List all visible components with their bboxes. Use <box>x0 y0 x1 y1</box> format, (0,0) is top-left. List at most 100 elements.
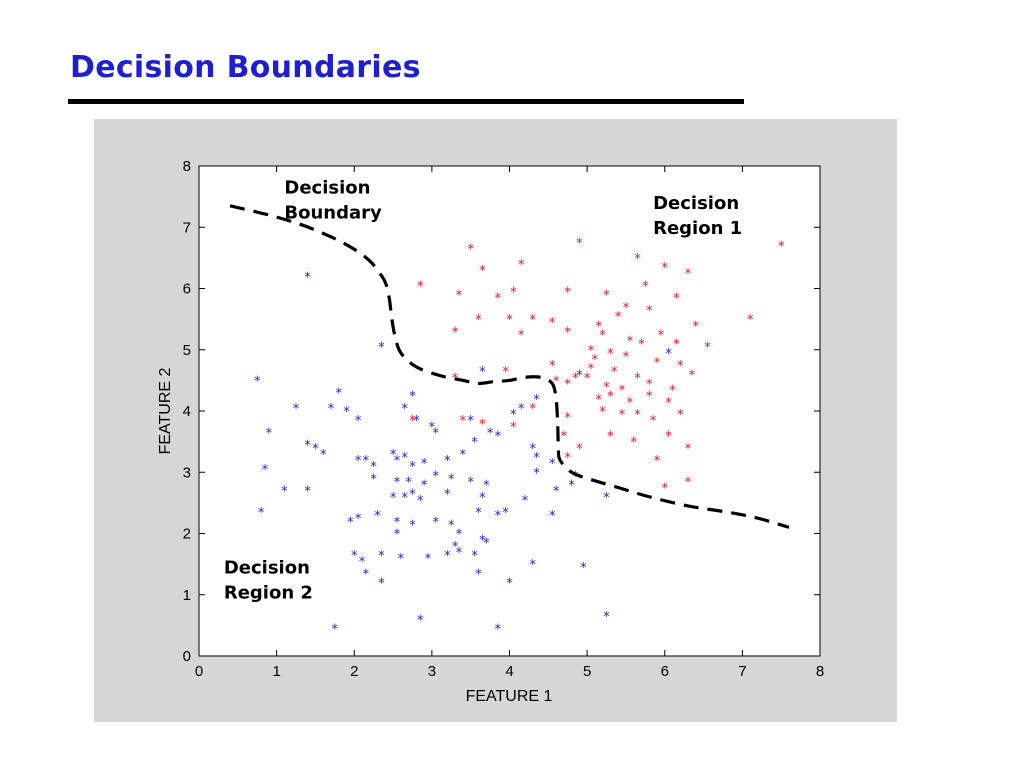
decision-region-2-point: * <box>409 518 416 533</box>
x-tick-label: 3 <box>428 663 436 680</box>
decision-region-2-point: * <box>553 485 560 500</box>
decision-region-1-point: * <box>615 310 622 325</box>
decision-region-1-point: * <box>564 377 571 392</box>
decision-region-1-point: * <box>452 325 459 340</box>
decision-region-2-point: * <box>533 393 540 408</box>
y-tick-label: 8 <box>183 158 191 175</box>
decision-region-1-point: * <box>685 475 692 490</box>
decision-region-1-point: * <box>530 402 537 417</box>
decision-region-1-point: * <box>627 396 634 411</box>
decision-region-1-point: * <box>646 390 653 405</box>
decision-region-2-point: * <box>332 622 339 637</box>
decision-region-1-point: * <box>564 451 571 466</box>
decision-region-2-point: * <box>456 546 463 561</box>
decision-region-2-point: * <box>467 414 474 429</box>
decision-region-1-point: * <box>564 286 571 301</box>
y-tick-label: 2 <box>183 526 191 543</box>
decision-region-2-point: * <box>409 488 416 503</box>
decision-region-1-point: * <box>646 304 653 319</box>
decision-region-2-point: * <box>479 491 486 506</box>
decision-region-1-point: * <box>530 313 537 328</box>
decision-region-1-point: * <box>553 374 560 389</box>
y-tick-label: 3 <box>183 464 191 481</box>
decision-region-1-point: * <box>417 279 424 294</box>
decision-region-2-point: * <box>479 365 486 380</box>
decision-region-2-point: * <box>363 454 370 469</box>
decision-region-1-point: * <box>704 341 711 356</box>
decision-region-2-point: * <box>429 420 436 435</box>
decision-region-2-point: * <box>460 448 467 463</box>
decision-region-1-point: * <box>778 240 785 255</box>
decision-region-2-point: * <box>421 479 428 494</box>
decision-region-1-point: * <box>479 417 486 432</box>
decision-region-1-point: * <box>592 353 599 368</box>
decision-region-2-point: * <box>355 414 362 429</box>
decision-region-2-point: * <box>378 549 385 564</box>
decision-region-2-point: * <box>266 426 273 441</box>
decision-region-2-point: * <box>495 430 502 445</box>
decision-region-2-point: * <box>401 491 408 506</box>
decision-region-2-point: * <box>312 442 319 457</box>
decision-region-1-point: * <box>599 328 606 343</box>
decision-region-1-point: * <box>665 430 672 445</box>
decision-region-2-point: * <box>401 451 408 466</box>
decision-region-1-point: * <box>669 384 676 399</box>
x-axis-label: FEATURE 1 <box>466 688 553 705</box>
decision-region-1-point: * <box>623 350 630 365</box>
decision-region-2-point: * <box>456 528 463 543</box>
decision-region-1-point: * <box>564 325 571 340</box>
decision-region-1-point: * <box>564 411 571 426</box>
decision-region-2-point: * <box>568 479 575 494</box>
decision-region-2-point: * <box>394 475 401 490</box>
decision-region-2-point: * <box>254 374 261 389</box>
decision-region-2-point: * <box>502 506 509 521</box>
decision-region-2-point: * <box>580 561 587 576</box>
decision-region-2-point: * <box>518 402 525 417</box>
decision-region-2-point: * <box>359 555 366 570</box>
x-tick-label: 5 <box>583 663 591 680</box>
decision-region-2-point: * <box>549 509 556 524</box>
decision-region-2-point: * <box>304 485 311 500</box>
decision-region-1-point: * <box>475 313 482 328</box>
decision-region-2-point: * <box>471 436 478 451</box>
decision-region-2-point: * <box>370 460 377 475</box>
decision-region-2-point: * <box>510 408 517 423</box>
decision-region-1-point: * <box>650 414 657 429</box>
decision-region-1-point: * <box>607 390 614 405</box>
decision-region-1-point: * <box>658 328 665 343</box>
boundary-label: Decision Boundary <box>284 178 382 224</box>
decision-region-1-point: * <box>607 347 614 362</box>
decision-region-1-point: * <box>576 237 583 252</box>
decision-region-2-point: * <box>483 537 490 552</box>
decision-region-2-point: * <box>530 558 537 573</box>
decision-region-1-point: * <box>502 365 509 380</box>
decision-region-1-point: * <box>646 377 653 392</box>
decision-region-2-point: * <box>495 509 502 524</box>
decision-boundary-line <box>229 204 790 529</box>
decision-region-1-point: * <box>506 313 513 328</box>
decision-region-1-point: * <box>561 430 568 445</box>
decision-region-1-point: * <box>685 267 692 282</box>
data-points: ** **** **** * * * ***** * * * ** ** ** * * * * *** ** ** * *… <box>254 237 785 638</box>
x-tick-label: 2 <box>350 663 358 680</box>
decision-region-2-point: * <box>444 488 451 503</box>
decision-region-1-point: * <box>576 442 583 457</box>
decision-region-2-point: * <box>374 509 381 524</box>
decision-region-1-point: * <box>495 292 502 307</box>
decision-region-2-point: * <box>522 494 529 509</box>
decision-region-2-point: * <box>417 494 424 509</box>
y-tick-label: 7 <box>183 219 191 236</box>
decision-region-1-point: * <box>677 408 684 423</box>
decision-region-1-point: * <box>693 319 700 334</box>
decision-region-1-point: * <box>588 344 595 359</box>
decision-region-1-point: * <box>689 368 696 383</box>
decision-region-1-point: * <box>662 482 669 497</box>
x-tick-label: 1 <box>272 663 280 680</box>
decision-region-1-point: * <box>603 381 610 396</box>
decision-region-1-point: * <box>588 362 595 377</box>
decision-region-2-point: * <box>281 485 288 500</box>
decision-region-1-point: * <box>479 264 486 279</box>
region2-label: Decision Region 2 <box>224 557 313 603</box>
decision-region-1-point: * <box>518 328 525 343</box>
